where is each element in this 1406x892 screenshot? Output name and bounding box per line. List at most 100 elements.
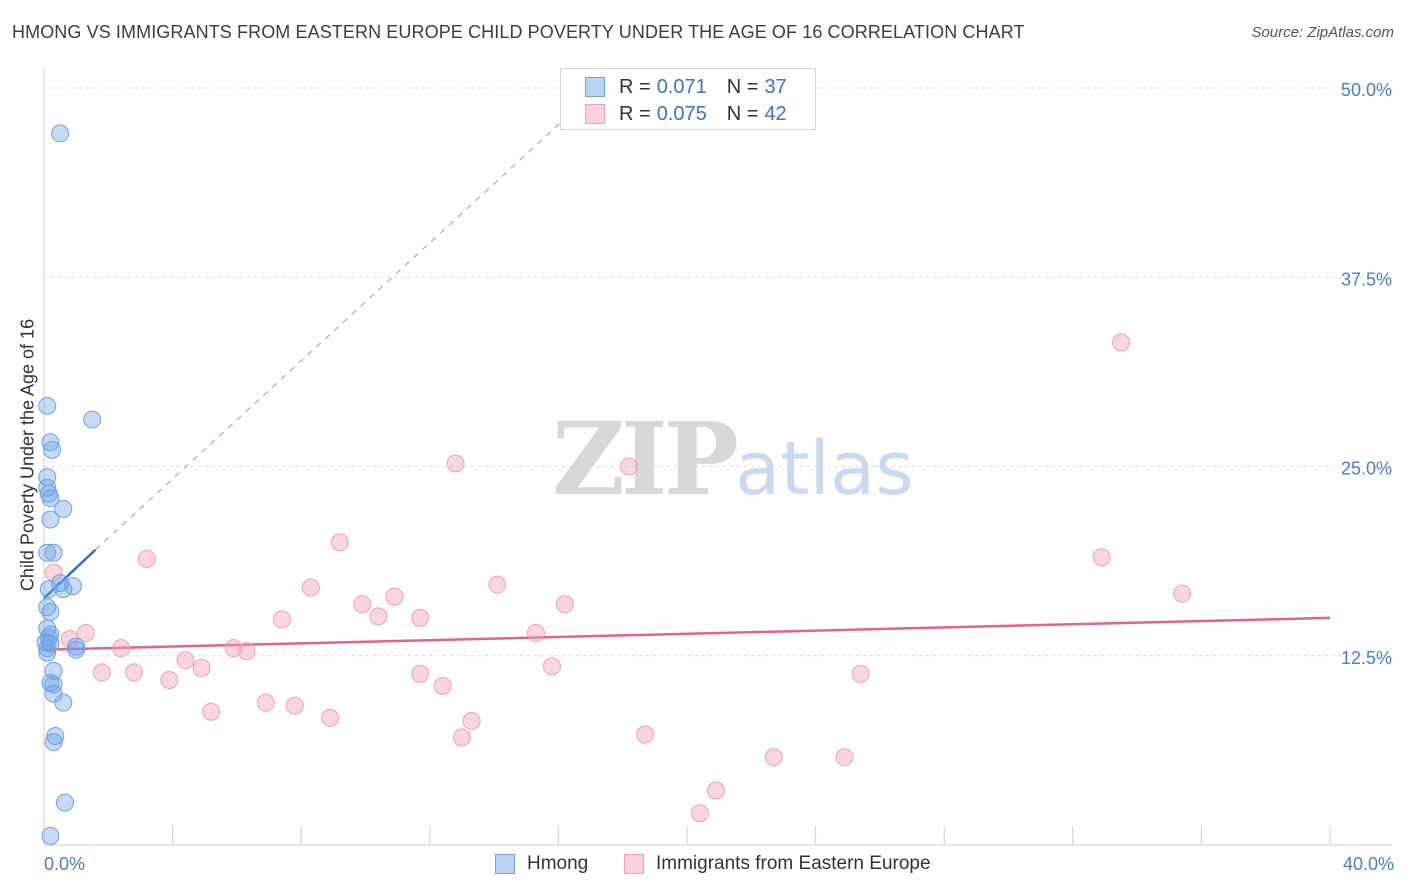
- immigrants-point: [44, 563, 63, 582]
- immigrants-point: [542, 657, 561, 676]
- immigrants-trend-line: [43, 616, 1331, 651]
- hmong-point: [41, 826, 60, 845]
- legend-r-label: R =: [619, 102, 651, 125]
- legend-row-hmong: R = 0.071 N = 37: [585, 75, 787, 99]
- source-credit: Source: ZipAtlas.com: [1251, 24, 1394, 41]
- immigrants-point: [1173, 584, 1192, 603]
- legend-label-hmong: Hmong: [527, 853, 589, 874]
- y-tick-label: 50.0%: [1341, 80, 1392, 100]
- hmong-swatch: [495, 854, 515, 874]
- immigrants-point: [835, 748, 854, 767]
- immigrants-point: [385, 587, 404, 606]
- hmong-point: [38, 643, 57, 662]
- immigrants-point: [137, 549, 156, 568]
- hmong-point: [44, 684, 63, 703]
- legend-item-immigrants[interactable]: Immigrants from Eastern Europe: [624, 852, 931, 876]
- immigrants-point: [301, 578, 320, 597]
- axes: [43, 68, 1392, 846]
- immigrants-point: [192, 658, 211, 677]
- immigrants-point: [125, 663, 144, 682]
- immigrants-point: [330, 533, 349, 552]
- hmong-point: [83, 410, 102, 429]
- immigrants-swatch: [624, 854, 644, 874]
- immigrants-point: [433, 677, 452, 696]
- legend-n-value: 42: [764, 102, 787, 125]
- hmong-point: [41, 433, 60, 452]
- hmong-trend-extension: [95, 79, 608, 551]
- immigrants-point: [636, 725, 655, 744]
- hmong-swatch: [585, 77, 605, 97]
- immigrants-point: [462, 711, 481, 730]
- y-tick-label: 37.5%: [1341, 269, 1392, 289]
- hmong-point: [41, 674, 60, 693]
- immigrants-point: [112, 639, 131, 658]
- immigrants-point: [285, 696, 304, 715]
- legend-label-immigrants: Immigrants from Eastern Europe: [656, 853, 931, 874]
- hmong-point: [44, 675, 63, 694]
- gridlines: [44, 87, 1392, 657]
- legend-r-value: 0.071: [656, 75, 707, 98]
- hmong-point: [54, 580, 73, 599]
- immigrants-point: [160, 670, 179, 689]
- hmong-point: [38, 396, 57, 415]
- hmong-point: [41, 510, 60, 529]
- hmong-point: [38, 543, 57, 562]
- correlation-legend: R = 0.071 N = 37 R = 0.075 N = 42: [560, 68, 816, 130]
- immigrants-point: [369, 607, 388, 626]
- hmong-point: [43, 440, 62, 459]
- watermark-zip: ZIP: [552, 400, 739, 518]
- immigrants-point: [176, 651, 195, 670]
- immigrants-point: [272, 610, 291, 629]
- tick-labels: 12.5% 25.0% 37.5% 50.0% 0.0% 40.0%: [44, 80, 1394, 874]
- hmong-point: [54, 499, 73, 518]
- legend-n-value: 37: [764, 75, 787, 98]
- immigrants-point: [202, 702, 221, 721]
- y-tick-label: 12.5%: [1341, 648, 1392, 668]
- immigrants-point: [411, 608, 430, 627]
- watermark: ZIPatlas: [552, 400, 914, 518]
- legend-item-hmong[interactable]: Hmong: [495, 852, 588, 876]
- chart-title: HMONG VS IMMIGRANTS FROM EASTERN EUROPE …: [12, 22, 1025, 42]
- hmong-point: [63, 577, 82, 596]
- immigrants-point: [321, 708, 340, 727]
- immigrants-point: [1092, 548, 1111, 567]
- immigrants-point: [60, 630, 79, 649]
- hmong-point: [44, 543, 63, 562]
- immigrants-point: [446, 454, 465, 473]
- immigrants-point: [411, 664, 430, 683]
- legend-r-label: R =: [619, 75, 651, 98]
- hmong-point: [38, 639, 57, 658]
- immigrants-point: [76, 624, 95, 643]
- immigrants-point: [526, 624, 545, 643]
- hmong-point: [38, 478, 57, 497]
- immigrants-point: [851, 664, 870, 683]
- immigrants-swatch: [585, 104, 605, 124]
- immigrants-point: [256, 693, 275, 712]
- immigrants-point: [237, 642, 256, 661]
- immigrants-point: [1112, 333, 1131, 352]
- immigrants-point: [555, 595, 574, 614]
- watermark-atlas: atlas: [734, 426, 914, 512]
- hmong-point: [55, 793, 74, 812]
- hmong-point: [46, 726, 65, 745]
- immigrants-point: [706, 781, 725, 800]
- hmong-points: [36, 124, 102, 845]
- hmong-point: [67, 640, 86, 659]
- immigrants-point: [620, 457, 639, 476]
- immigrants-point: [488, 575, 507, 594]
- hmong-trend-line: [43, 548, 97, 600]
- trend-lines: [43, 79, 1331, 651]
- hmong-point: [39, 580, 58, 599]
- hmong-point: [51, 124, 70, 143]
- immigrants-point: [764, 748, 783, 767]
- hmong-point: [54, 693, 73, 712]
- legend-r-value: 0.075: [656, 102, 707, 125]
- hmong-point: [41, 602, 60, 621]
- immigrants-point: [690, 804, 709, 823]
- hmong-point: [44, 733, 63, 752]
- x-tick-label: 40.0%: [1343, 854, 1394, 874]
- hmong-point: [44, 661, 63, 680]
- x-tick-label: 0.0%: [44, 854, 85, 874]
- legend-n-label: N =: [726, 75, 759, 98]
